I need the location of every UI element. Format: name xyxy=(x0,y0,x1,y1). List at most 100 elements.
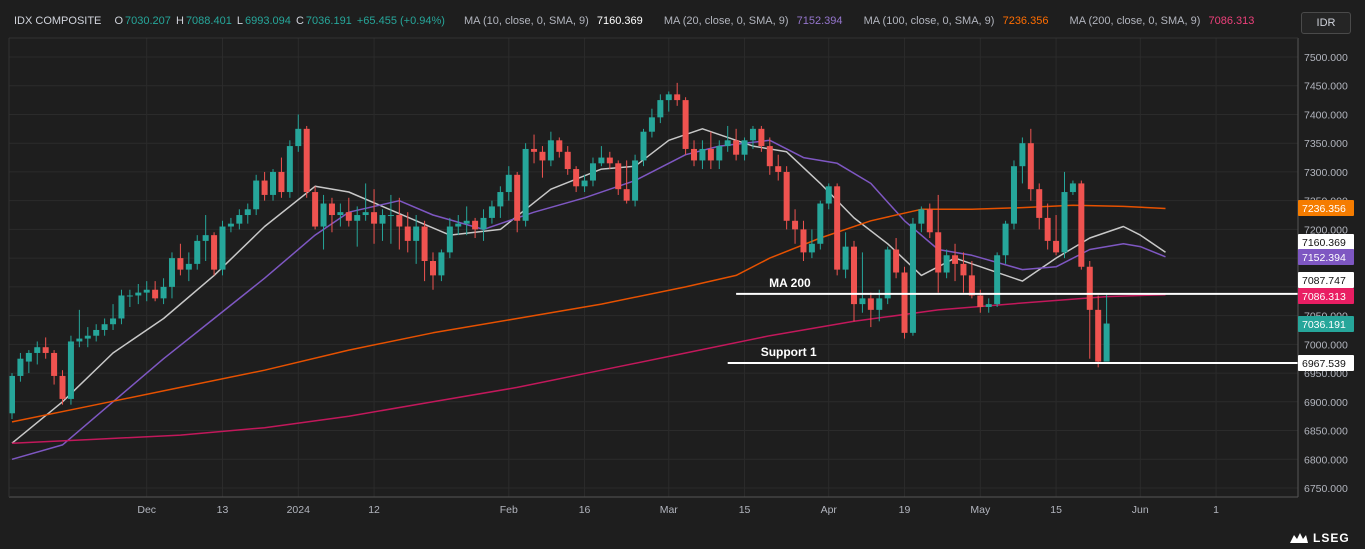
lseg-logo-mark-icon xyxy=(1289,532,1309,544)
ma20-legend[interactable]: MA (20, close, 0, SMA, 9) 7152.394 xyxy=(664,15,845,27)
candle-body-up xyxy=(943,255,950,273)
ma200-legend[interactable]: MA (200, close, 0, SMA, 9) 7086.313 xyxy=(1070,15,1257,27)
candle-body-up xyxy=(101,324,108,330)
ma10-legend[interactable]: MA (10, close, 0, SMA, 9) 7160.369 xyxy=(464,15,645,27)
symbol-name[interactable]: IDX COMPOSITE xyxy=(14,15,102,27)
candle-body-down xyxy=(682,100,689,149)
candle-body-down xyxy=(783,171,790,221)
candle-body-up xyxy=(648,117,655,132)
candle-body-up xyxy=(135,292,142,296)
candle-body-up xyxy=(34,347,41,353)
candle-body-down xyxy=(345,212,352,221)
candle-body-up xyxy=(354,215,361,221)
price-axis[interactable]: 6750.000 6800.000 6850.000 6900.000 6950.000… xyxy=(1297,38,1348,497)
candle-body-down xyxy=(952,255,959,264)
candle-body-down xyxy=(261,180,268,195)
x-tick-label: Feb xyxy=(500,504,518,516)
candle-body-up xyxy=(17,358,24,376)
ma100-legend[interactable]: MA (100, close, 0, SMA, 9) 7236.356 xyxy=(864,15,1051,27)
y-tick-label: 7300.000 xyxy=(1304,167,1348,179)
candle-body-up xyxy=(657,100,664,118)
candle-body-up xyxy=(286,146,293,193)
candle-body-down xyxy=(514,174,521,221)
x-tick-label: Apr xyxy=(821,504,838,516)
candle-body-up xyxy=(387,215,394,217)
y-tick-label: 6800.000 xyxy=(1304,454,1348,466)
x-tick-label: 2024 xyxy=(287,504,311,516)
candle-body-down xyxy=(968,275,975,296)
candle-body-down xyxy=(371,212,378,224)
x-tick-label: 15 xyxy=(739,504,751,516)
candle-body-down xyxy=(893,249,900,273)
low-label: L xyxy=(236,15,244,27)
candle-body-up xyxy=(463,220,470,224)
candle-body-up xyxy=(84,335,91,339)
candle-body-down xyxy=(1078,183,1085,267)
ma100-label: MA (100, close, 0, SMA, 9) xyxy=(863,15,995,27)
candle-body-down xyxy=(800,229,807,253)
x-tick-label: Mar xyxy=(660,504,679,516)
x-tick-label: Dec xyxy=(137,504,156,516)
candle-body-down xyxy=(851,246,857,305)
candle-body-down xyxy=(211,235,218,270)
candle-body-up xyxy=(1103,323,1110,362)
x-tick-label: 15 xyxy=(1050,504,1062,516)
change-value: +65.455 (+0.94%) xyxy=(356,15,445,27)
candle-body-down xyxy=(1044,217,1051,241)
ma10-tag: 7160.369 xyxy=(1302,237,1346,249)
moving-average-lines xyxy=(11,128,1166,461)
low-value: 6993.094 xyxy=(245,15,291,27)
candle-body-down xyxy=(531,148,538,152)
candle-body-down xyxy=(573,169,580,187)
candle-body-up xyxy=(126,295,133,297)
close-value: 7036.191 xyxy=(305,15,352,27)
candle-body-up xyxy=(438,252,445,276)
candle-body-up xyxy=(842,246,849,270)
time-axis[interactable]: Dec 13 2024 12 Feb 16 Mar 15 Apr 19 May 15 Jun 1 xyxy=(8,37,1298,516)
candle-body-down xyxy=(421,226,428,262)
x-tick-label: 16 xyxy=(579,504,591,516)
y-tick-label: 7000.000 xyxy=(1304,339,1348,351)
horizontal-level-lines: MA 200 Support 1 xyxy=(727,276,1298,364)
candle-body-up xyxy=(118,295,125,319)
current-price-tag-bg xyxy=(1298,316,1354,332)
candle-body-up xyxy=(1002,223,1009,256)
high-label: H xyxy=(175,15,184,27)
candle-body-down xyxy=(472,220,479,230)
ma100-line xyxy=(11,204,1166,423)
y-tick-label: 6900.000 xyxy=(1304,397,1348,409)
candle-body-up xyxy=(808,243,815,253)
open-value: 7030.207 xyxy=(125,15,171,27)
candle-body-down xyxy=(1053,240,1060,253)
candle-body-down xyxy=(792,220,799,230)
candle-body-up xyxy=(93,329,100,336)
candle-body-down xyxy=(303,128,310,193)
candle-body-up xyxy=(253,180,260,210)
candle-body-down xyxy=(1027,143,1034,190)
candle-body-down xyxy=(867,298,874,310)
currency-button[interactable]: IDR xyxy=(1301,12,1351,34)
current-price-tag: 7036.191 xyxy=(1302,319,1346,331)
candle-body-up xyxy=(716,146,723,161)
candle-body-up xyxy=(817,203,824,244)
ma10-value: 7160.369 xyxy=(596,15,643,27)
candle-body-up xyxy=(994,255,1001,305)
ma200-tag-bg xyxy=(1298,288,1354,304)
candle-body-down xyxy=(623,189,630,201)
candle-body-up xyxy=(244,209,251,216)
candle-body-up xyxy=(632,160,639,201)
y-tick-label: 6850.000 xyxy=(1304,426,1348,438)
candle-body-up xyxy=(884,249,891,299)
candle-body-down xyxy=(51,352,58,376)
candle-body-down xyxy=(404,226,411,241)
candle-body-up xyxy=(1061,192,1068,253)
candle-body-down xyxy=(1095,309,1102,362)
candle-body-down xyxy=(312,192,319,227)
candle-body-up xyxy=(143,289,150,293)
candle-body-up xyxy=(985,304,992,307)
candle-body-up xyxy=(724,140,731,147)
y-tick-label: 7500.000 xyxy=(1304,52,1348,64)
ma200-line xyxy=(11,293,1166,444)
candle-body-down xyxy=(758,128,765,147)
